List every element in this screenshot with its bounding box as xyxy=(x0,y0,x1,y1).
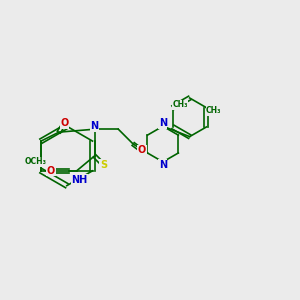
Text: O: O xyxy=(61,118,69,128)
Text: O: O xyxy=(47,166,55,176)
Text: CH₃: CH₃ xyxy=(172,100,188,109)
Text: CH₃: CH₃ xyxy=(206,106,222,115)
Text: N: N xyxy=(91,121,99,131)
Text: S: S xyxy=(100,160,107,170)
Text: OCH₃: OCH₃ xyxy=(25,158,47,166)
Text: N: N xyxy=(159,118,167,128)
Text: NH: NH xyxy=(72,175,88,185)
Text: N: N xyxy=(159,160,167,170)
Text: O: O xyxy=(138,145,146,155)
